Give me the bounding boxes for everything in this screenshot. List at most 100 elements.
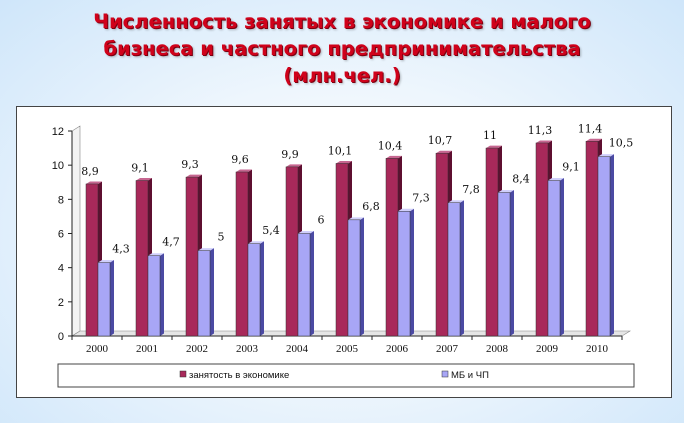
x-tick-label: 2004 (286, 343, 309, 355)
data-label: 11,4 (578, 122, 603, 135)
bar-front (235, 171, 249, 337)
bar-top (236, 169, 252, 172)
bar-side (360, 217, 364, 336)
y-tick-label: 4 (58, 263, 64, 275)
bar-smb (347, 217, 364, 337)
bar-front (497, 192, 511, 337)
bar-top (498, 190, 514, 193)
data-label: 9,1 (562, 161, 580, 174)
x-tick-label: 2003 (236, 343, 259, 355)
bar-top (336, 160, 352, 164)
bar-front (297, 233, 311, 337)
data-label: 9,9 (281, 148, 299, 161)
bar-top (186, 174, 202, 178)
bar-smb (147, 253, 164, 337)
bar-side (560, 178, 564, 336)
bar-smb (97, 260, 114, 337)
data-label: 10,5 (609, 137, 634, 150)
data-label: 11 (483, 129, 497, 142)
data-label: 8,4 (512, 173, 530, 186)
data-label: 9,3 (181, 158, 199, 171)
bar-top (436, 150, 452, 154)
side-wall (71, 125, 81, 337)
data-label: 4,7 (162, 236, 180, 249)
x-tick-label: 2001 (136, 343, 158, 355)
bar-front (597, 156, 611, 337)
y-tick-label: 0 (58, 331, 64, 343)
bar-side (110, 260, 114, 336)
bar-top (448, 200, 464, 203)
bar-top (198, 248, 214, 251)
legend-label-employment: занятость в экономике (189, 370, 289, 381)
data-label: 10,4 (378, 139, 403, 152)
bar-front (285, 166, 299, 337)
legend-label-smb: МБ и ЧП (451, 370, 489, 381)
bar-smb (397, 208, 414, 337)
bar-front (335, 163, 349, 337)
bar-front (385, 158, 399, 337)
bar-front (97, 262, 111, 337)
data-label: 9,6 (231, 153, 249, 166)
bar-smb (597, 154, 614, 337)
title-line-2: бизнеса и частного предпринимательства (103, 37, 581, 60)
x-tick-label: 2000 (86, 343, 109, 355)
data-label: 5,4 (262, 224, 280, 237)
x-tick-label: 2010 (586, 343, 609, 355)
bar-smb (247, 241, 264, 337)
bar-side (210, 248, 214, 336)
bar-top (386, 155, 402, 159)
bar-front (585, 141, 599, 337)
bar-front (135, 180, 149, 337)
bar-top (286, 164, 302, 167)
bar-smb (447, 200, 464, 337)
bar-side (310, 231, 314, 336)
bar-smb (197, 248, 214, 337)
legend-swatch-smb (441, 370, 449, 378)
bar-side (410, 208, 414, 336)
x-tick-label: 2009 (536, 343, 559, 355)
data-label: 8,9 (81, 165, 99, 178)
x-tick-label: 2002 (186, 343, 208, 355)
bar-top (248, 241, 264, 244)
bar-side (260, 241, 264, 336)
bar-top (548, 178, 564, 181)
bar-side (510, 190, 514, 336)
legend-swatch-employment (179, 370, 187, 378)
data-label: 7,8 (462, 183, 480, 196)
bar-top (486, 145, 502, 149)
y-tick-label: 6 (58, 229, 64, 241)
legend-box (57, 363, 635, 388)
data-label: 10,1 (328, 144, 353, 157)
y-tick-label: 12 (52, 126, 64, 138)
bar-top (86, 181, 102, 184)
data-label: 5 (218, 231, 225, 244)
bar-top (298, 231, 314, 234)
bar-side (460, 200, 464, 336)
x-tick-label: 2006 (386, 343, 409, 355)
bar-front (547, 180, 561, 337)
bar-smb (547, 178, 564, 337)
bar-top (136, 178, 152, 181)
bar-top (598, 154, 614, 157)
bar-front (535, 142, 549, 337)
bar-top (586, 138, 602, 142)
x-tick-label: 2007 (436, 343, 459, 355)
data-label: 6 (318, 214, 325, 227)
y-tick-label: 10 (52, 160, 64, 172)
data-label: 7,3 (412, 191, 430, 204)
bar-front (435, 152, 449, 337)
bar-front (85, 183, 99, 337)
bar-smb (497, 190, 514, 337)
bar-side (610, 154, 614, 336)
bar-front (197, 250, 211, 337)
bar-front (247, 243, 261, 337)
title-line-1: Численность занятых в экономике и малого (93, 10, 591, 33)
data-label: 9,1 (131, 162, 149, 175)
bar-top (348, 217, 364, 220)
x-tick-label: 2005 (336, 343, 359, 355)
bar-front (397, 211, 411, 337)
bar-front (347, 219, 361, 337)
bar-top (148, 253, 164, 256)
chart-title: Численность занятых в экономике и малого… (0, 8, 684, 89)
